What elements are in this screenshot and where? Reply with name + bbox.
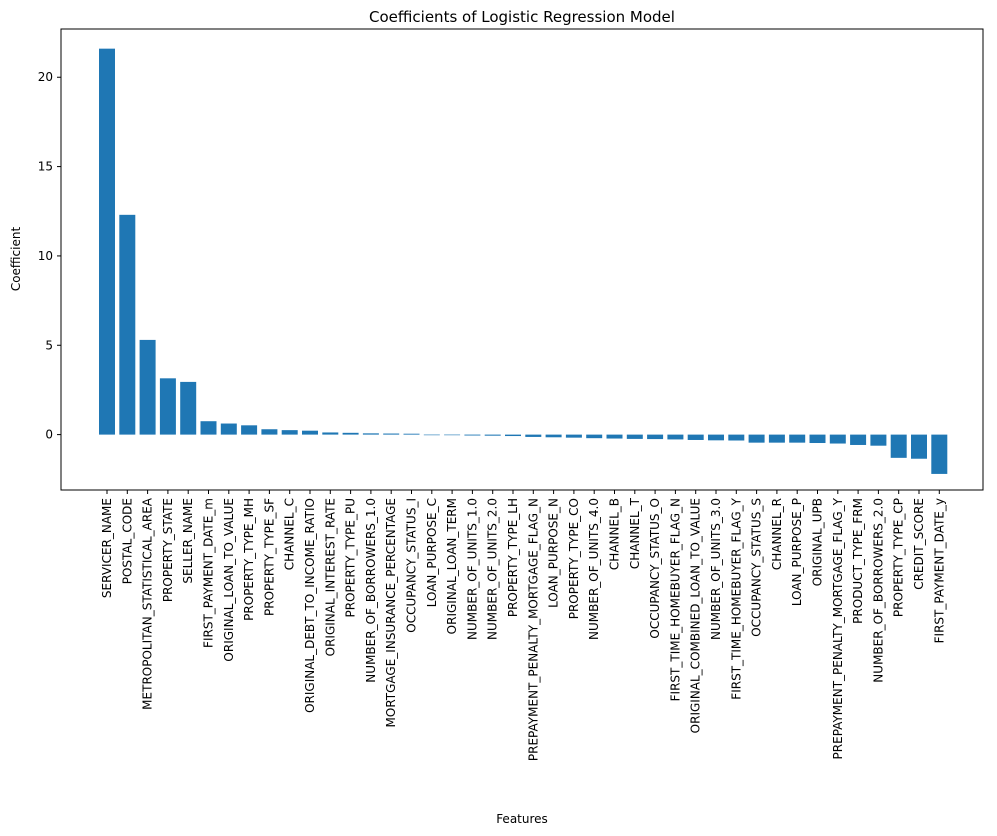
- bar: [931, 434, 948, 474]
- x-tick-label: NUMBER_OF_BORROWERS_2.0: [871, 498, 885, 683]
- bar: [525, 434, 542, 437]
- x-tick-label: SERVICER_NAME: [100, 498, 114, 598]
- x-tick-label: NUMBER_OF_UNITS_2.0: [486, 498, 500, 640]
- x-tick-label: ORIGINAL_LOAN_TO_VALUE: [222, 498, 236, 662]
- x-tick-label: FIRST_TIME_HOMEBUYER_FLAG_N: [668, 498, 682, 701]
- x-tick-label: PRODUCT_TYPE_FRM: [851, 498, 865, 624]
- bar: [708, 434, 724, 441]
- x-tick-label: OCCUPANCY_STATUS_I: [405, 498, 419, 633]
- x-tick-label: CHANNEL_T: [628, 497, 642, 569]
- x-tick-label: CHANNEL_C: [283, 498, 297, 570]
- x-tick-label: ORIGINAL_COMBINED_LOAN_TO_VALUE: [689, 498, 703, 733]
- y-tick-label: 15: [38, 160, 53, 174]
- x-tick-label: LOAN_PURPOSE_C: [425, 498, 439, 607]
- y-tick-label: 10: [38, 249, 53, 263]
- bar: [565, 434, 582, 438]
- bar: [423, 434, 440, 436]
- x-tick-label: ORIGINAL_UPB: [811, 498, 825, 586]
- x-tick-label: FIRST_PAYMENT_DATE_m: [202, 498, 216, 648]
- bar: [911, 434, 927, 459]
- bar: [505, 434, 521, 437]
- x-tick-label: OCCUPANCY_STATUS_S: [750, 498, 764, 637]
- x-tick-label: ORIGINAL_LOAN_TERM: [445, 498, 459, 634]
- x-tick-label: ORIGINAL_INTEREST_RATE: [323, 498, 337, 656]
- bar: [159, 378, 176, 435]
- bar: [809, 434, 826, 444]
- bar: [383, 433, 400, 435]
- bar: [890, 434, 907, 458]
- x-tick-label: PROPERTY_TYPE_MH: [242, 498, 256, 621]
- bar: [870, 434, 887, 446]
- plot-area: [99, 48, 948, 474]
- bar: [647, 434, 664, 440]
- bar: [261, 429, 278, 435]
- bar: [342, 432, 359, 435]
- x-axis: SERVICER_NAME POSTAL_CODE METROPOLITAN_STA…: [100, 490, 946, 761]
- bar: [626, 434, 643, 439]
- bar: [464, 434, 481, 436]
- x-tick-label: POSTAL_CODE: [120, 498, 134, 584]
- bar: [180, 381, 197, 435]
- bar: [586, 434, 603, 439]
- bar: [241, 425, 258, 435]
- x-tick-label: FIRST_PAYMENT_DATE_y: [932, 498, 946, 643]
- bar: [850, 434, 867, 445]
- chart-title: Coefficients of Logistic Regression Mode…: [369, 8, 675, 26]
- bar: [99, 48, 115, 435]
- x-tick-label: CHANNEL_R: [770, 498, 784, 570]
- bar: [484, 434, 501, 436]
- x-tick-label: ORIGINAL_DEBT_TO_INCOME_RATIO: [303, 498, 317, 713]
- x-tick-label: NUMBER_OF_UNITS_3.0: [709, 498, 723, 640]
- bar: [322, 432, 339, 435]
- bar: [362, 433, 379, 435]
- y-tick-label: 20: [38, 70, 53, 84]
- x-tick-label: CREDIT_SCORE: [912, 498, 926, 590]
- bar: [687, 434, 704, 440]
- y-tick-label: 5: [45, 338, 53, 352]
- bar: [748, 434, 765, 443]
- bar: [139, 339, 156, 435]
- bar: [789, 434, 806, 443]
- x-tick-label: CHANNEL_B: [608, 498, 622, 570]
- bar: [281, 430, 298, 435]
- plot-frame: [60, 28, 984, 491]
- x-tick-label: NUMBER_OF_BORROWERS_1.0: [364, 498, 378, 683]
- y-axis-label: Coefficient: [9, 227, 23, 292]
- x-tick-label: MORTGAGE_INSURANCE_PERCENTAGE: [384, 498, 398, 727]
- x-tick-label: LOAN_PURPOSE_N: [547, 498, 561, 608]
- x-tick-label: PROPERTY_TYPE_PU: [344, 498, 358, 617]
- x-tick-label: SELLER_NAME: [181, 498, 195, 584]
- y-axis: 0 5 10 15 20: [38, 70, 61, 442]
- bar: [545, 434, 562, 438]
- bar: [768, 434, 785, 443]
- bar: [200, 421, 217, 435]
- x-tick-label: PROPERTY_TYPE_LH: [506, 498, 520, 617]
- bar: [606, 434, 623, 439]
- x-tick-label: PREPAYMENT_PENALTY_MORTGAGE_FLAG_Y: [831, 497, 845, 759]
- x-tick-label: NUMBER_OF_UNITS_4.0: [587, 498, 601, 640]
- x-tick-label: NUMBER_OF_UNITS_1.0: [465, 498, 479, 640]
- x-tick-label: METROPOLITAN_STATISTICAL_AREA: [141, 497, 155, 710]
- x-tick-label: PROPERTY_TYPE_CO: [567, 498, 581, 619]
- bar: [403, 433, 420, 435]
- x-tick-label: OCCUPANCY_STATUS_O: [648, 498, 662, 639]
- bar: [220, 423, 237, 435]
- bar: [829, 434, 846, 444]
- x-tick-label: PROPERTY_STATE: [161, 498, 175, 602]
- x-tick-label: LOAN_PURPOSE_P: [790, 498, 804, 606]
- x-axis-label: Features: [496, 812, 548, 826]
- y-tick-label: 0: [45, 428, 53, 442]
- bar: [119, 214, 136, 435]
- bar: [444, 434, 461, 436]
- x-tick-label: PREPAYMENT_PENALTY_MORTGAGE_FLAG_N: [526, 498, 540, 761]
- bar: [728, 434, 745, 441]
- x-tick-label: FIRST_TIME_HOMEBUYER_FLAG_Y: [729, 497, 743, 699]
- x-tick-label: PROPERTY_TYPE_CP: [892, 498, 906, 617]
- bar: [667, 434, 684, 440]
- x-tick-label: PROPERTY_TYPE_SF: [262, 498, 276, 616]
- bar: [302, 430, 318, 435]
